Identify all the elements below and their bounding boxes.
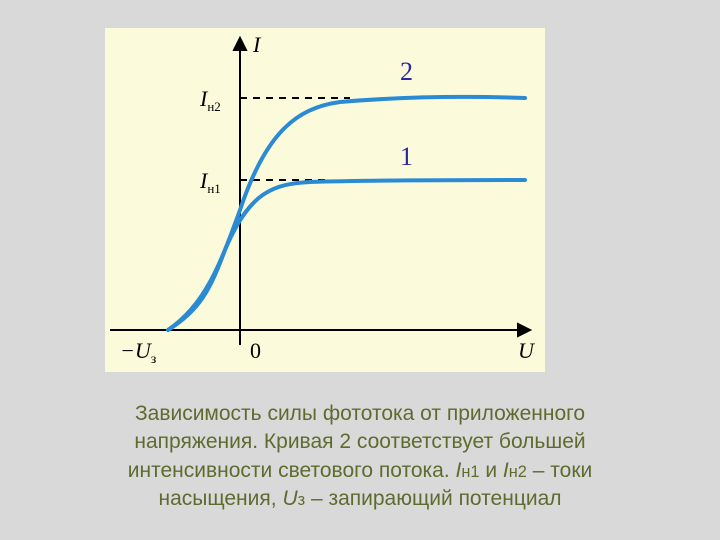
- slide: I U 0 −Uз Iн2 Iн1 2 1: [0, 0, 720, 540]
- cap-U: U: [282, 487, 297, 510]
- caption-line2: напряжения. Кривая 2 соответствует больш…: [134, 430, 585, 453]
- neg-U-main: −U: [120, 338, 153, 363]
- caption-line3a: интенсивности светового потока.: [128, 459, 456, 482]
- cap-n2: н2: [509, 463, 527, 481]
- caption-line1: Зависимость силы фототока от приложенног…: [135, 402, 585, 425]
- curve1-number: 1: [400, 142, 413, 171]
- I-n2-sub: н2: [207, 99, 220, 114]
- caption-line3b: – токи: [527, 459, 592, 482]
- cap-z: з: [298, 491, 306, 509]
- chart-container: I U 0 −Uз Iн2 Iн1 2 1: [60, 10, 560, 390]
- caption-line4a: насыщения,: [158, 487, 282, 510]
- caption-line4b: – запирающий потенциал: [305, 487, 561, 510]
- chart-svg: I U 0 −Uз Iн2 Iн1 2 1: [60, 10, 560, 390]
- origin-label: 0: [250, 338, 261, 363]
- I-n1-sub: н1: [207, 181, 220, 196]
- cap-and: и: [480, 459, 503, 482]
- curve2-number: 2: [400, 57, 413, 86]
- x-axis-label: U: [518, 338, 536, 363]
- neg-U-sub: з: [151, 352, 157, 367]
- cap-n1: н1: [461, 463, 479, 481]
- plot-background: [105, 28, 545, 372]
- caption: Зависимость силы фототока от приложенног…: [40, 400, 680, 513]
